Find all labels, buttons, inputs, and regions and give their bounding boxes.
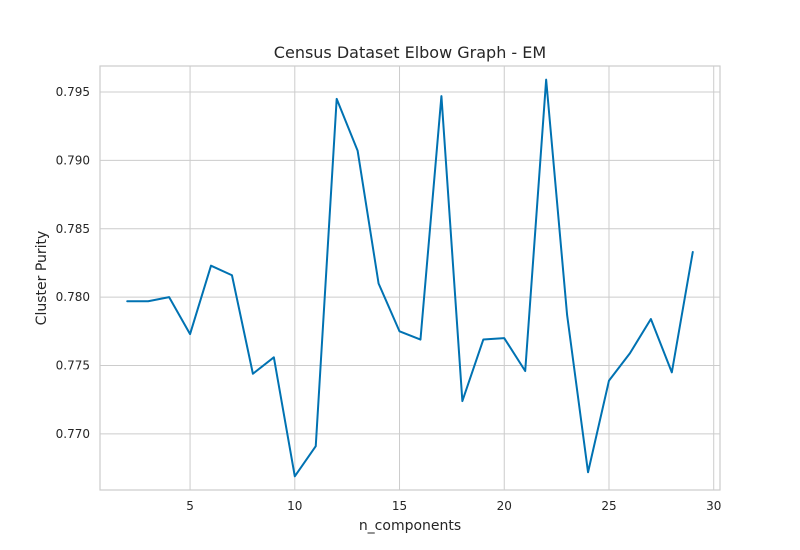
y-axis-label: Cluster Purity	[34, 231, 50, 326]
x-tick-label: 25	[601, 499, 616, 513]
y-tick-label: 0.780	[56, 290, 90, 304]
x-tick-label: 10	[287, 499, 302, 513]
x-tick-label: 30	[706, 499, 721, 513]
x-axis-label: n_components	[359, 518, 461, 534]
plot-area	[99, 65, 721, 491]
y-tick-label: 0.770	[56, 427, 90, 441]
y-tick-label: 0.795	[56, 85, 90, 99]
chart-title: Census Dataset Elbow Graph - EM	[274, 43, 546, 62]
series-line	[126, 78, 694, 478]
y-tick-label: 0.790	[56, 153, 90, 167]
x-tick-label: 5	[186, 499, 194, 513]
grid	[100, 66, 720, 490]
x-tick-label: 15	[392, 499, 407, 513]
y-tick-label: 0.785	[56, 222, 90, 236]
y-tick-label: 0.775	[56, 359, 90, 373]
x-tick-label: 20	[497, 499, 512, 513]
tick-labels: 5 10 15 20 25 30 0.770 0.775 0.780 0.785 0.790 0.79…	[56, 85, 722, 513]
series-group	[126, 78, 694, 478]
